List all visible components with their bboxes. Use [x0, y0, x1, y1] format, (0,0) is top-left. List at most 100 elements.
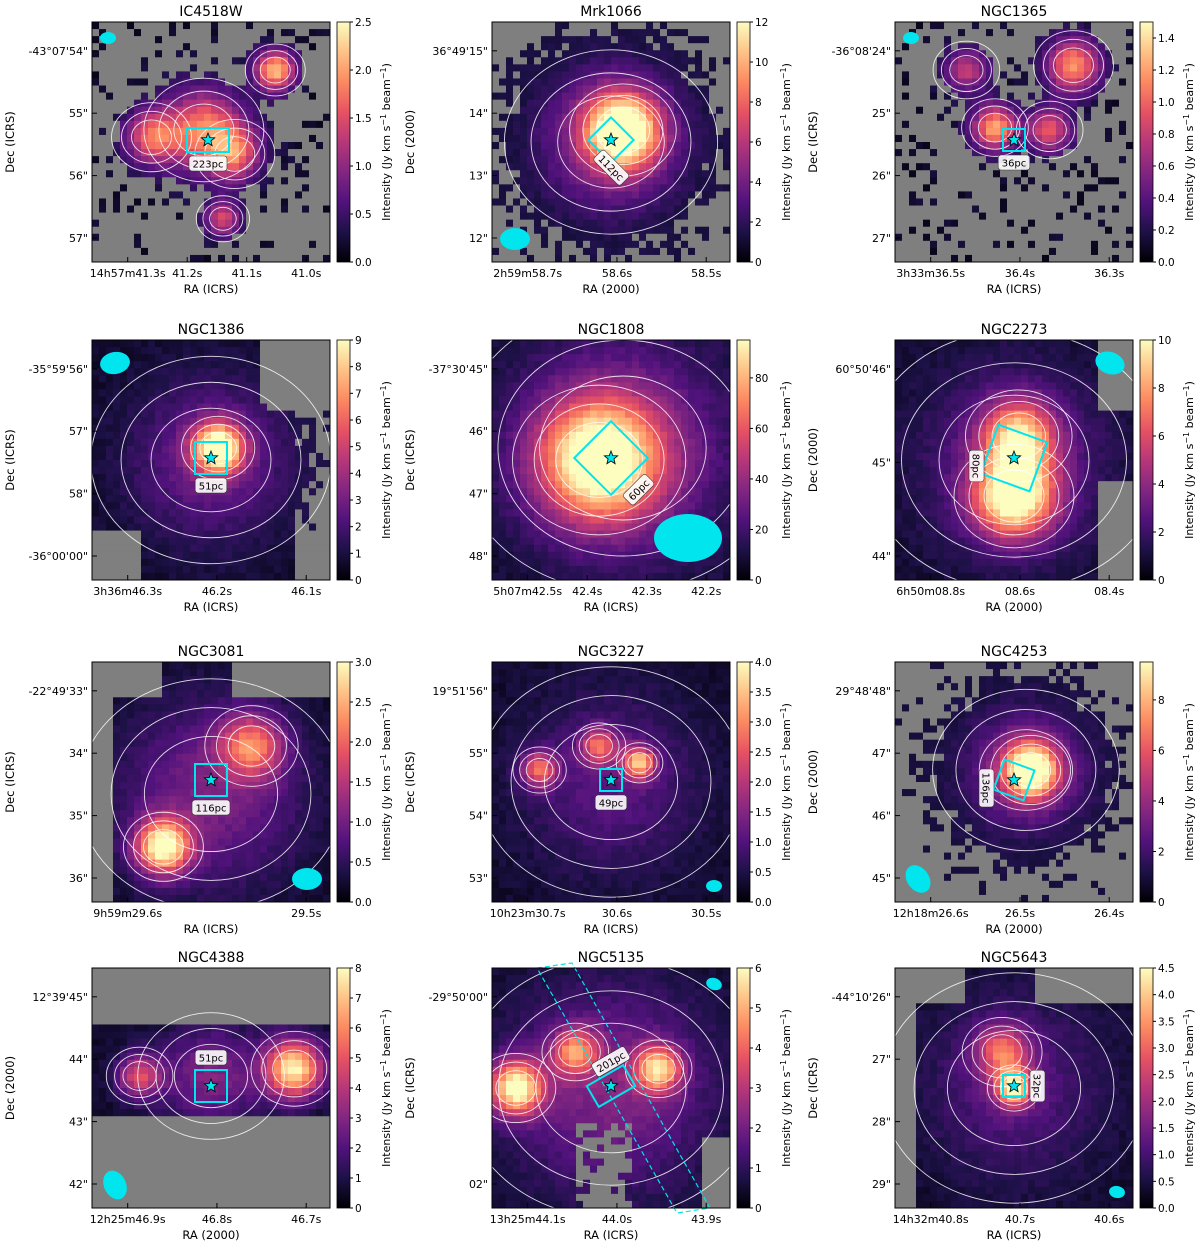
colorbar-tick-label: 20	[755, 524, 768, 536]
scale-label: 49pc	[594, 794, 628, 811]
contour-line	[143, 735, 279, 853]
colorbar-tick-label: 0	[1158, 897, 1165, 909]
x-tick-label: 5h07m42.5s	[493, 585, 562, 598]
colorbar-tick-label: 0.6	[1158, 161, 1175, 173]
colorbar-tick-label: 5	[755, 1003, 762, 1015]
contour-line	[111, 102, 192, 173]
colorbar-tick-label: 3.5	[1158, 1016, 1175, 1028]
colorbar-tick-label: 3	[355, 1113, 362, 1125]
nucleus-star-icon	[1006, 449, 1022, 465]
x-tick-label: 08.6s	[1005, 585, 1035, 598]
contour-line	[595, 106, 651, 154]
x-tick-label: 40.7s	[1005, 1213, 1035, 1226]
colorbar-tick-label: 0	[1158, 575, 1165, 587]
axes-frame	[894, 339, 1134, 581]
contour-line	[195, 195, 251, 243]
aperture-box	[992, 758, 1036, 802]
y-tick-label: 28"	[872, 1116, 891, 1129]
aperture-box	[585, 1063, 637, 1109]
colorbar-tick-label: 0	[755, 257, 762, 269]
panel-ngc1365: 36pc NGC1365 3h33m36.5s 36.4s 36.3s RA (ICRS)…	[806, 4, 1196, 296]
y-tick-label: 29"	[872, 1178, 891, 1191]
scale-label-text: 51pc	[199, 482, 224, 493]
nucleus-star-icon	[1006, 771, 1022, 787]
scale-label: 136pc	[978, 768, 995, 808]
x-axis-label: RA (ICRS)	[184, 600, 239, 614]
contour-line	[961, 98, 1029, 157]
colorbar-tick-label: 2.5	[355, 17, 372, 29]
y-tick-label: -37°30'45"	[428, 363, 488, 376]
colorbar-tick-label: 0.5	[355, 857, 372, 869]
x-tick-label: 58.6s	[602, 267, 632, 280]
contour-line	[132, 820, 194, 874]
panel-ic4518w: 223pc IC4518W 14h57m41.3s 41.2s 41.1s 41.0s RA…	[3, 4, 393, 296]
contour-line	[913, 1001, 1115, 1175]
colorbar-tick-label: 0	[755, 575, 762, 587]
contour-line	[261, 1040, 328, 1098]
colorbar-tick-label: 3.0	[1158, 1043, 1175, 1055]
colorbar	[736, 661, 751, 903]
colorbar-tick-label: 0.5	[355, 209, 372, 221]
colorbar-tick-label: 0.8	[1158, 129, 1175, 141]
y-tick-label: 19°51'56"	[432, 685, 488, 698]
contour-line	[1032, 115, 1067, 145]
contour-line	[492, 1061, 547, 1115]
y-tick-label: -22°49'33"	[28, 685, 88, 698]
intensity-map	[492, 662, 730, 902]
contour-line	[932, 688, 1120, 852]
beam-ellipse	[1109, 1185, 1125, 1199]
nucleus-star-icon	[203, 1077, 219, 1093]
y-axis-label: Dec (ICRS)	[403, 751, 417, 813]
panel-title: NGC4253	[981, 644, 1048, 660]
panel-ngc3227: 49pc NGC3227 10h23m30.7s 30.6s 30.5s RA (ICRS…	[403, 644, 793, 936]
x-tick-label: 44.0s	[602, 1213, 632, 1226]
beam-ellipse	[1095, 351, 1125, 375]
contour-line	[585, 734, 613, 758]
contour-line	[978, 400, 1060, 472]
scale-label: 223pc	[188, 155, 228, 172]
beam-ellipse	[654, 514, 722, 562]
y-tick-label: 58"	[69, 488, 88, 501]
colorbar-tick-label: 10	[755, 57, 768, 69]
panel-ngc4253: 136pc NGC4253 12h18m26.6s 26.5s 26.4s RA (200…	[806, 644, 1196, 936]
x-tick-label: 43.9s	[691, 1213, 721, 1226]
x-tick-label: 41.1s	[232, 267, 262, 280]
x-axis-label: RA (ICRS)	[584, 1228, 639, 1242]
panel-title: NGC1808	[578, 322, 645, 338]
aperture-box	[979, 423, 1049, 493]
contour-line	[194, 118, 276, 190]
contour-line	[981, 1034, 1023, 1070]
contour-line	[510, 695, 712, 869]
contour-line	[1043, 38, 1104, 92]
contour-line	[533, 403, 665, 517]
contour-line	[901, 362, 1127, 558]
colorbar-tick-label: 0.5	[755, 867, 772, 879]
colorbar-label: Intensity (Jy km s−1 beam−1)	[1182, 703, 1196, 861]
colorbar	[1139, 339, 1154, 581]
x-axis-label: RA (ICRS)	[184, 282, 239, 296]
y-tick-label: 46"	[469, 425, 488, 438]
y-tick-label: 45"	[872, 872, 891, 885]
panel-ngc4388: 51pc NGC4388 12h25m46.9s 46.8s 46.7s RA (2000…	[3, 950, 393, 1242]
nucleus-star-icon	[1006, 131, 1022, 147]
contour-line	[539, 375, 707, 521]
x-tick-label: 40.6s	[1094, 1213, 1124, 1226]
axes-frame	[894, 21, 1134, 263]
y-tick-label: 56"	[69, 170, 88, 183]
panel-title: IC4518W	[179, 4, 243, 20]
colorbar-tick-label: 6	[355, 1023, 362, 1035]
y-tick-label: 44"	[872, 550, 891, 563]
contour-line	[615, 742, 664, 784]
y-tick-label: 43"	[69, 1116, 88, 1129]
contour-line	[543, 723, 679, 841]
x-tick-label: 2h59m58.7s	[493, 267, 562, 280]
colorbar-tick-label: 3	[355, 495, 362, 507]
colorbar-tick-label: 6	[755, 963, 762, 975]
contour-line	[953, 443, 1075, 549]
x-tick-label: 14h32m40.8s	[893, 1213, 969, 1226]
x-tick-label: 42.2s	[691, 585, 721, 598]
colorbar-tick-label: 4	[355, 468, 362, 480]
y-tick-label: 27"	[872, 232, 891, 245]
colorbar-tick-label: 3	[755, 1083, 762, 1095]
